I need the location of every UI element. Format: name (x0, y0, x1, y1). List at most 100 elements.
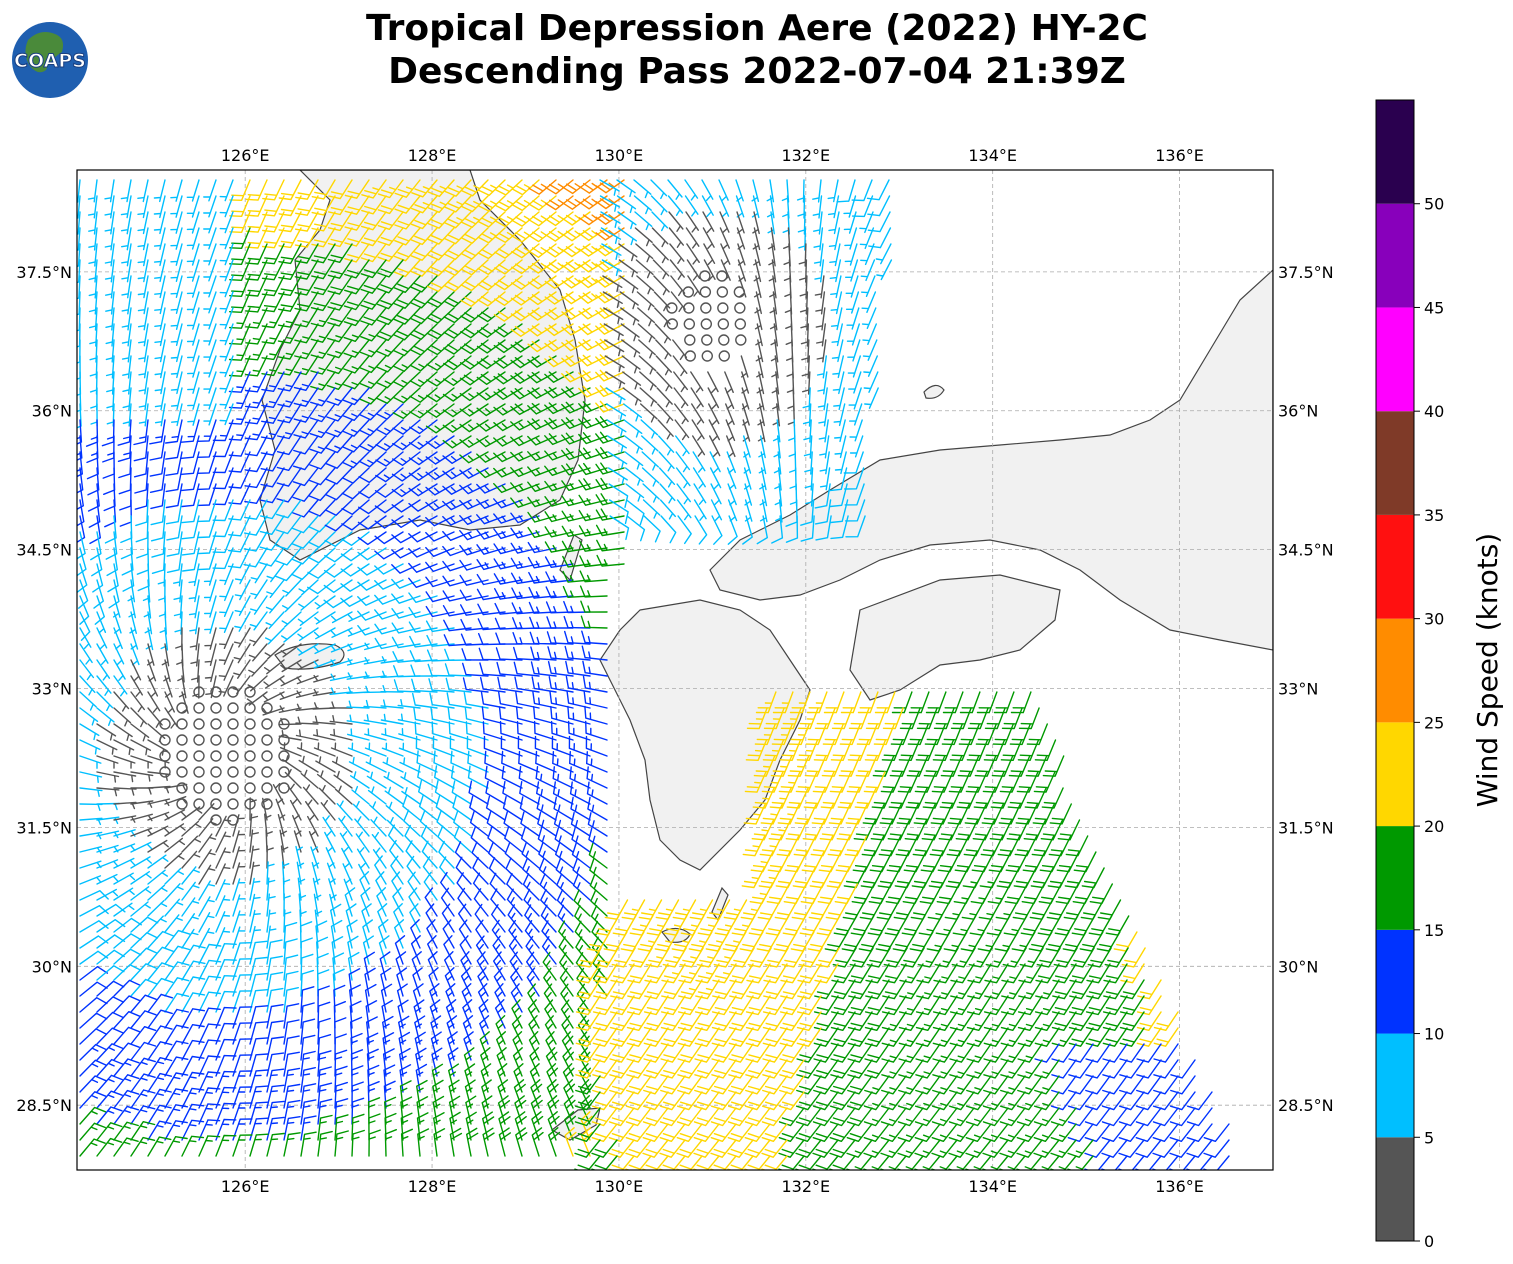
wind-barb (340, 563, 370, 577)
wind-barb (658, 451, 675, 472)
wind-barb (329, 701, 353, 709)
wind-barb (412, 967, 423, 997)
wind-barb (134, 467, 149, 494)
wind-barb (203, 275, 217, 298)
wind-barb (426, 307, 455, 324)
wind-barb (915, 1059, 941, 1079)
wind-barb (931, 1139, 958, 1158)
wind-barb (694, 515, 708, 545)
calm-circle (159, 734, 171, 746)
wind-barb (261, 291, 285, 313)
wind-barb (625, 483, 645, 502)
wind-barb (326, 355, 353, 375)
wind-barb (479, 662, 506, 677)
wind-barb (249, 989, 268, 1013)
wind-barb (315, 756, 336, 773)
wind-barb (561, 480, 591, 491)
wind-barb (198, 1007, 221, 1029)
wind-barb (203, 387, 217, 410)
wind-barb (494, 179, 523, 196)
wind-barb (294, 243, 319, 264)
wind-barb (574, 904, 591, 933)
wind-barb (96, 996, 125, 1013)
colorbar-tick-label: 35 (1424, 506, 1444, 525)
wind-barb (380, 699, 404, 709)
wind-barb (181, 467, 200, 492)
wind-barb (669, 259, 685, 280)
wind-barb (282, 579, 302, 597)
wind-barb (442, 560, 472, 572)
wind-barb (914, 1139, 941, 1158)
wind-barb (608, 1091, 635, 1111)
wind-barb (948, 1123, 975, 1142)
wind-barb (113, 707, 132, 727)
wind-barb (880, 1139, 907, 1158)
wind-barb (1016, 1123, 1043, 1142)
wind-barb (600, 227, 622, 244)
wind-barb (366, 771, 387, 789)
wind-barb (779, 739, 802, 761)
wind-barb (138, 403, 149, 427)
wind-barb (694, 1075, 720, 1095)
wind-barb (91, 547, 103, 577)
wind-barb (527, 371, 557, 384)
wind-barb (249, 861, 260, 885)
wind-barb (228, 499, 251, 521)
wind-barb (690, 387, 704, 409)
wind-barb (107, 563, 119, 593)
wind-barb (165, 483, 183, 509)
wind-barb (710, 483, 722, 506)
wind-barb (345, 903, 357, 933)
wind-barb (96, 1058, 124, 1077)
wind-barb (863, 355, 878, 377)
wind-barb (400, 772, 421, 789)
wind-barb (309, 403, 336, 423)
wind-barb (527, 466, 557, 477)
wind-barb (561, 323, 591, 336)
wind-barb (88, 259, 98, 283)
wind-barb (578, 447, 608, 460)
wind-barb (677, 515, 692, 545)
wind-barb (603, 307, 624, 325)
wind-barb (342, 862, 353, 885)
wind-barb (79, 723, 100, 741)
wind-barb (643, 515, 661, 543)
wind-barb (278, 705, 302, 713)
wind-barb (476, 529, 506, 540)
wind-barb (812, 195, 823, 219)
wind-barb (487, 826, 506, 853)
wind-barb (493, 543, 523, 555)
wind-barb (77, 179, 81, 203)
wind-barb (426, 919, 438, 949)
lon-label-top: 130°E (595, 146, 644, 165)
wind-barb (677, 1075, 703, 1095)
wind-barb (164, 1104, 189, 1125)
wind-barb (278, 227, 302, 249)
wind-barb (460, 307, 489, 323)
wind-barb (117, 435, 132, 462)
wind-barb (182, 547, 200, 572)
wind-barb (659, 1139, 686, 1158)
wind-barb (104, 195, 115, 219)
wind-barb (105, 323, 115, 347)
wind-barb (590, 889, 608, 917)
wind-barb (442, 499, 472, 511)
wind-barb (374, 623, 404, 635)
wind-barb (702, 227, 715, 250)
wind-barb (164, 707, 178, 729)
wind-barb (438, 840, 455, 869)
wind-barb (394, 211, 421, 230)
wind-barb (391, 608, 421, 619)
wind-barb (561, 525, 591, 537)
wind-barb (586, 781, 608, 805)
wind-barb (1119, 1075, 1145, 1095)
wind-barb (326, 403, 353, 422)
wind-barb (697, 915, 722, 936)
wind-barb (400, 1128, 413, 1157)
lat-label-left: 37.5°N (16, 263, 72, 282)
wind-barb (1016, 1139, 1043, 1158)
wind-barb (165, 451, 183, 476)
wind-barb (1031, 835, 1055, 857)
wind-barb (659, 483, 676, 504)
wind-barb (530, 661, 557, 677)
